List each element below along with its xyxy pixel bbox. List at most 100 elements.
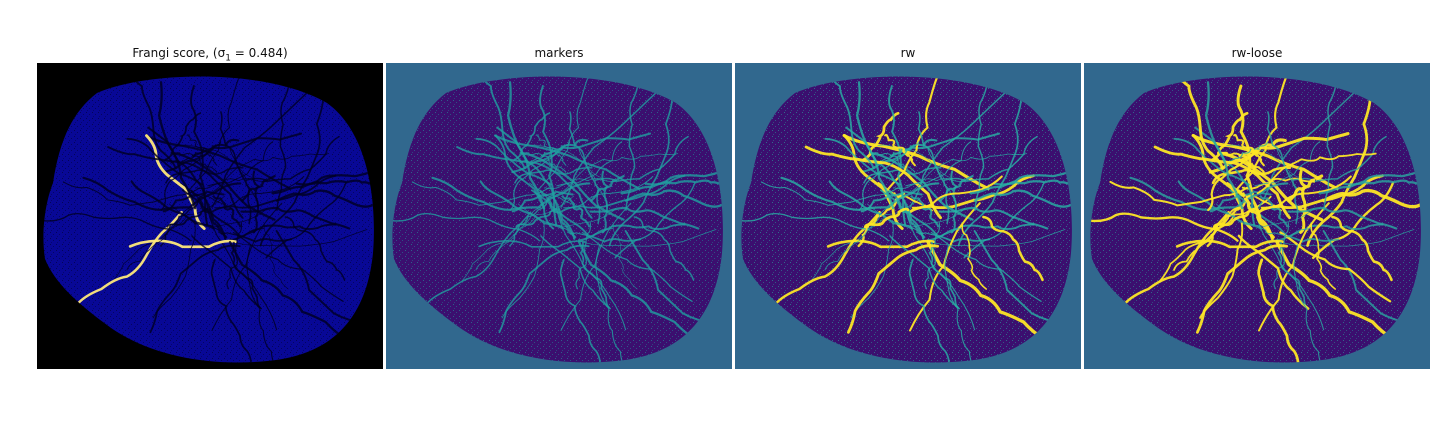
vessel-segment [160, 149, 210, 211]
figure-panel-markers: markers [386, 44, 732, 369]
highlighted-vessel [1175, 239, 1284, 249]
highlighted-vessel [1257, 258, 1300, 363]
vessel-segment [259, 96, 325, 247]
highlighted-vessel [128, 239, 237, 249]
vessel-segment [219, 111, 252, 225]
vessel-segment [924, 222, 941, 290]
highlighted-vessel [1331, 215, 1393, 282]
vessel-segment [263, 223, 289, 290]
highlighted-vessel [1153, 145, 1291, 220]
vessel-segment [560, 78, 672, 208]
vessel-segment [888, 189, 926, 239]
vessel-segment [760, 181, 899, 206]
vessel-segment [1277, 241, 1308, 309]
vessel-segment [850, 222, 894, 319]
vessel-segment [43, 212, 192, 242]
vessel-segment [230, 229, 368, 247]
panel-title-main: Frangi score, [132, 46, 213, 60]
panel-title: markers [534, 46, 584, 60]
vessel-segment [930, 231, 1042, 302]
vessel-segment [212, 195, 242, 228]
vessel-segment [917, 111, 950, 225]
markers-image [386, 63, 732, 369]
highlighted-vessel [911, 175, 1003, 209]
vessel-segment [880, 189, 991, 243]
panel-title-subscript: 1 [225, 53, 231, 64]
vessel-segment [230, 241, 261, 309]
highlighted-vessel [1236, 84, 1274, 241]
vessel-segment [581, 231, 693, 302]
highlighted-vessel [1256, 152, 1377, 195]
vessel-segment [595, 244, 631, 363]
panel-title-math: (σ [212, 46, 226, 60]
highlighted-vessel [1109, 180, 1248, 207]
vessel-segment [506, 81, 546, 210]
vessel-segment [910, 195, 940, 228]
panel-title-tail: = 0.484) [230, 46, 288, 60]
vessel-segment [1204, 81, 1244, 210]
vessel-segment [601, 170, 609, 234]
panel-title: rw [900, 46, 916, 60]
vessel-segment [537, 77, 589, 192]
vessel-segment [475, 137, 552, 186]
tissue-region [741, 76, 1072, 363]
rw-loose-image [1084, 63, 1430, 369]
highlighted-vessel [1218, 151, 1265, 174]
vessel-segment [531, 189, 642, 243]
vessel-segment [284, 216, 346, 281]
highlighted-vessel [863, 207, 910, 229]
vessel-segment [226, 222, 243, 290]
highlighted-vessel [885, 77, 938, 192]
vessel-segment [265, 182, 347, 259]
vessel-segment [1277, 229, 1415, 247]
vessel-segment [494, 134, 641, 190]
highlighted-vessel [1168, 76, 1224, 170]
vessel-segment [561, 195, 591, 228]
vessel-segment [494, 134, 555, 230]
vessel-segment [559, 153, 679, 194]
vessel-segment [612, 223, 638, 290]
highlighted-vessel [1260, 175, 1352, 209]
highlighted-vessel [1279, 231, 1392, 303]
vessel-segment [172, 152, 218, 173]
vessel-segment [470, 76, 526, 169]
vessel-segment [190, 189, 228, 239]
vessel-segment [152, 222, 196, 319]
highlighted-vessel [1173, 206, 1240, 271]
vessel-segment [579, 229, 717, 247]
vessel-segment [928, 229, 1066, 247]
highlighted-vessel [843, 134, 904, 231]
vessel-segment [1287, 206, 1398, 230]
vessel-segment [560, 174, 686, 213]
highlighted-vessel [1275, 240, 1394, 341]
vessel-segment [909, 78, 1021, 208]
vessel-segment [271, 179, 374, 195]
vessel-segment [539, 85, 576, 240]
vessel-segment [577, 240, 696, 340]
tissue-region [392, 76, 723, 363]
vessel-segment [855, 81, 895, 210]
vessel-segment [824, 207, 891, 271]
vessel-segment [515, 208, 560, 228]
vessel-segment [478, 239, 586, 248]
vessel-segment [528, 144, 602, 178]
vessel-segment [182, 189, 293, 243]
vessel-segment [908, 259, 951, 363]
vessel-segment [211, 78, 323, 208]
vessel-segment [521, 152, 567, 173]
vessel-segment [539, 189, 577, 239]
highlighted-vessel [1236, 189, 1275, 239]
highlighted-vessel [842, 133, 990, 191]
vessel-segment [210, 225, 264, 238]
vessel-segment [246, 244, 282, 363]
frangi-score-image [37, 63, 383, 369]
vessel-segment [1259, 195, 1289, 228]
vessel-segment [950, 170, 958, 234]
figure-panel-rw: rw [735, 44, 1081, 369]
vessel-segment [210, 153, 330, 194]
highlighted-vessel [1233, 133, 1265, 167]
vessel-segment [252, 170, 260, 234]
vessel-segment [1293, 244, 1329, 363]
vessel-segment [191, 235, 262, 310]
highlighted-vessel [847, 244, 940, 334]
